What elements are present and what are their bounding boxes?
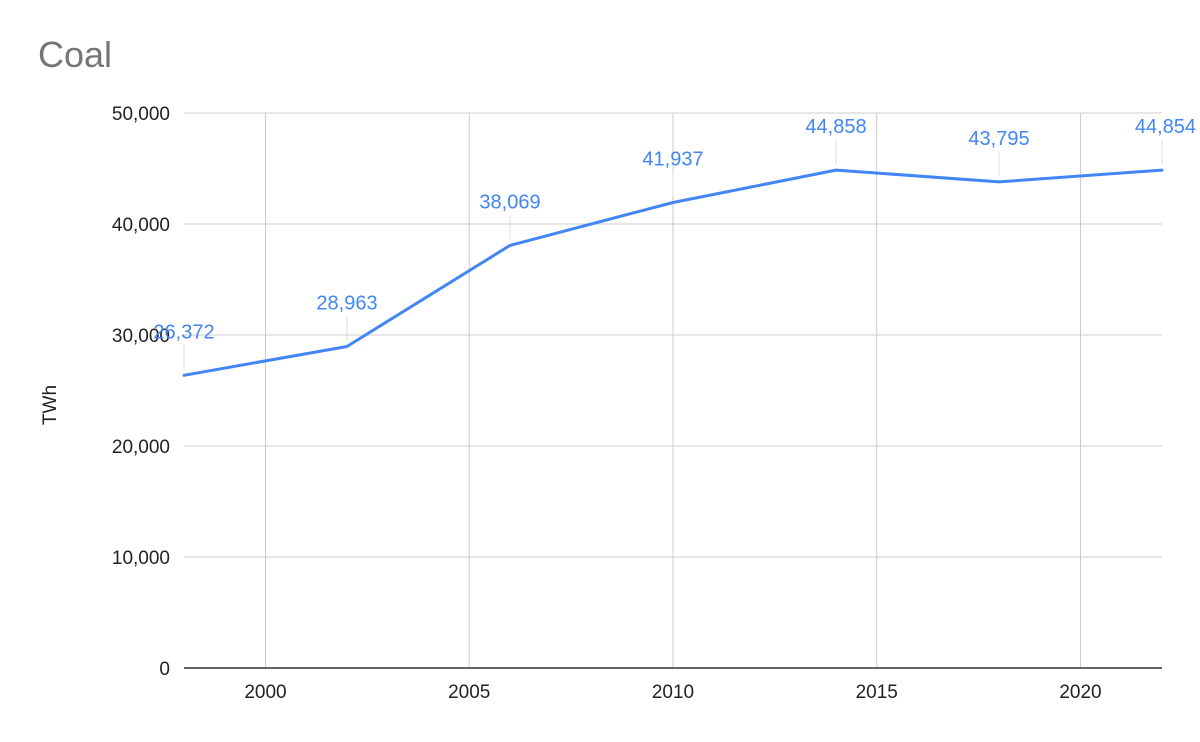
data-label: 44,854: [1135, 116, 1196, 138]
x-tick-label: 2000: [244, 682, 286, 703]
y-axis-title: TWh: [40, 385, 61, 425]
series-layer: [182, 168, 1164, 377]
series-line: [182, 168, 1164, 377]
y-tick-label: 0: [159, 659, 170, 680]
data-label: 43,795: [968, 128, 1029, 150]
x-tick-label: 2005: [448, 682, 490, 703]
x-tick-label: 2020: [1059, 682, 1101, 703]
label-layer: 26,372 28,963 38,069 41,937 44,858 43,795 44,8…: [153, 116, 1196, 370]
data-label: 26,372: [153, 321, 214, 343]
data-label: 41,937: [642, 148, 703, 170]
y-tick-label: 50,000: [112, 104, 170, 125]
chart-title: Coal: [38, 34, 113, 75]
data-label: 44,858: [805, 116, 866, 138]
y-tick-label: 30,000: [112, 326, 170, 347]
y-tick-label: 20,000: [112, 437, 170, 458]
data-label: 38,069: [479, 191, 540, 213]
y-tick-label: 40,000: [112, 215, 170, 236]
x-tick-label: 2015: [856, 682, 898, 703]
data-label: 28,963: [316, 293, 377, 315]
axis-layer: 0 10,000 20,000 30,000 40,000 50,000 2000 2005 2…: [112, 104, 1162, 703]
y-tick-label: 10,000: [112, 548, 170, 569]
x-tick-label: 2010: [652, 682, 694, 703]
